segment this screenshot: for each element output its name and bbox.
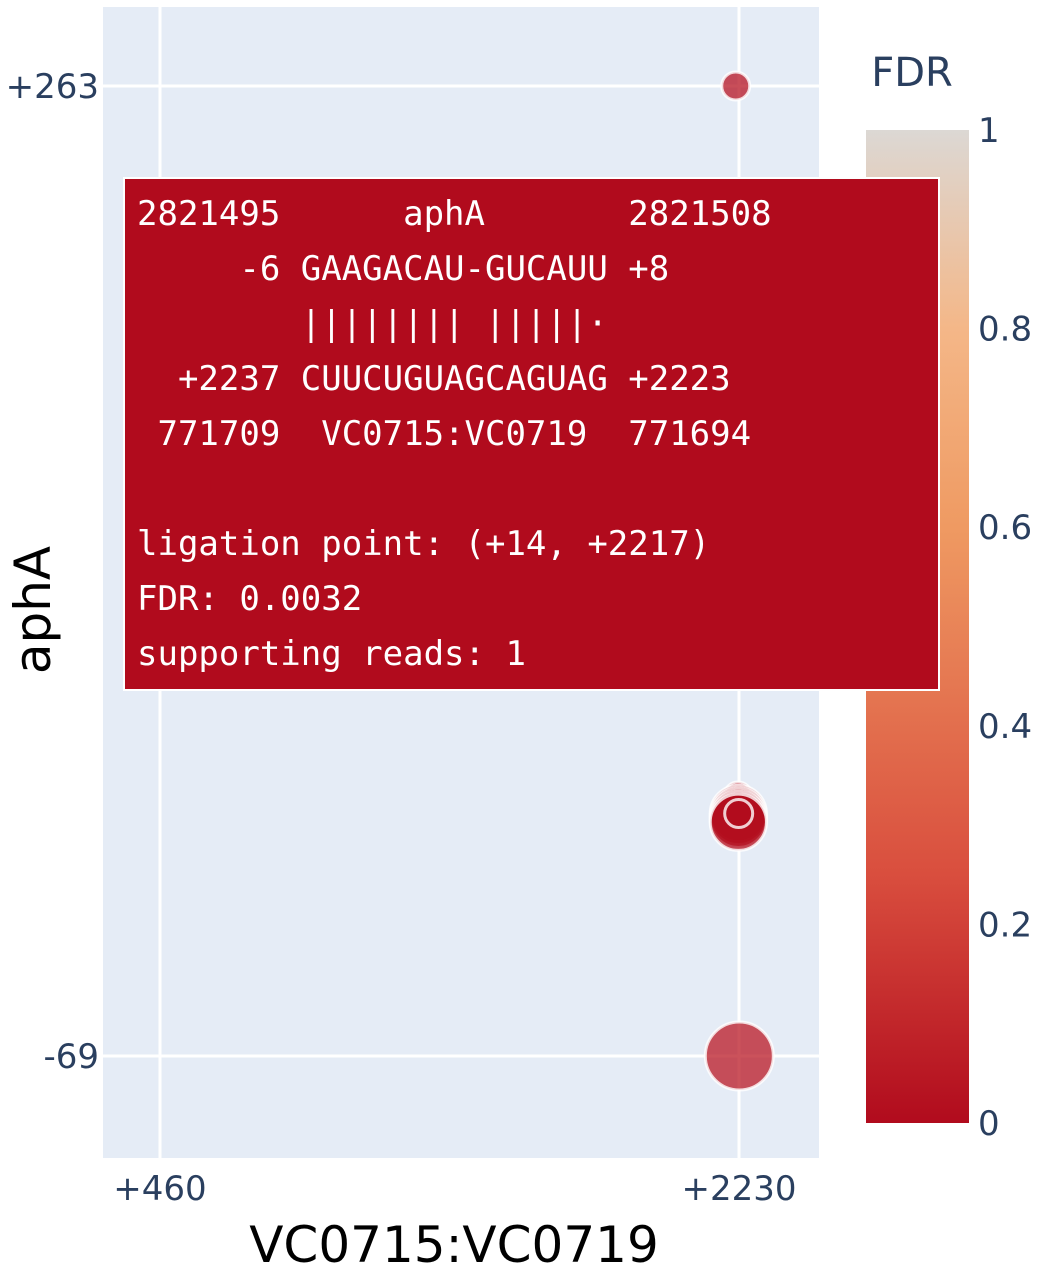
hover-line-6: ligation point: (+14, +2217) [137, 524, 711, 564]
hover-line-8: supporting reads: 1 [137, 634, 526, 674]
y-tick-label-1: -69 [43, 1037, 99, 1077]
data-points [703, 70, 775, 1092]
x-tick-label-0: +460 [113, 1169, 206, 1209]
hover-line-0: 2821495 aphA 2821508 [137, 194, 772, 234]
colorbar-tick-label-3: 0.6 [978, 508, 1032, 548]
colorbar-tick-label-4: 0.8 [978, 310, 1032, 350]
colorbar-tick-label-0: 0 [978, 1104, 1000, 1144]
y-tick-label-0: +263 [6, 67, 99, 107]
hover-line-1: -6 GAAGACAU-GUCAUU +8 [137, 249, 670, 289]
data-point-0[interactable] [720, 70, 752, 102]
data-point-7[interactable] [723, 798, 755, 829]
colorbar-tick-label-1: 0.2 [978, 905, 1032, 945]
colorbar-ticks: 0 0.2 0.4 0.6 0.8 1 [978, 111, 1032, 1144]
hover-line-2: |||||||| |||||· [137, 304, 608, 344]
colorbar-tick-label-2: 0.4 [978, 707, 1032, 747]
hover-line-3: +2237 CUUCUGUAGCAGUAG +2223 [137, 359, 731, 399]
y-axis-title: aphA [4, 546, 62, 674]
hover-line-4: 771709 VC0715:VC0719 771694 [137, 414, 752, 454]
x-axis-title: VC0715:VC0719 [249, 1216, 659, 1264]
hover-tooltip: 2821495 aphA 2821508 -6 GAAGACAU-GUCAUU … [123, 177, 940, 691]
colorbar-title: FDR [871, 50, 953, 96]
hover-line-7: FDR: 0.0032 [137, 579, 363, 619]
x-tick-label-1: +2230 [681, 1169, 796, 1209]
colorbar-tick-label-5: 1 [978, 111, 1000, 151]
data-point-8[interactable] [703, 1020, 775, 1092]
